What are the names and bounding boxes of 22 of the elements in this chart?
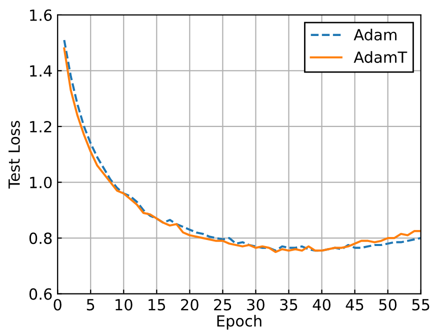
x-tick-label: 55: [412, 299, 430, 311]
x-tick-label: 20: [181, 298, 198, 311]
x-tick-label: 15: [148, 299, 166, 311]
x-tick-label: 40: [312, 298, 330, 311]
y-tick-label: 0.8: [29, 232, 52, 244]
x-tick-label: 30: [247, 298, 264, 311]
y-tick-label: 1.6: [30, 9, 52, 21]
x-tick-label: 45: [346, 299, 364, 311]
x-tick-label: 25: [214, 298, 232, 311]
y-tick-label: 1.2: [30, 120, 52, 132]
y-tick-label: 1.0: [30, 176, 52, 188]
x-tick-label: 50: [379, 298, 397, 311]
x-tick-label: 35: [280, 298, 298, 311]
y-axis-title: Test Loss: [8, 120, 20, 189]
legend-label: Adam: [354, 28, 396, 41]
legend-label: AdamT: [354, 51, 408, 63]
y-tick-label: 1.4: [30, 65, 52, 77]
x-tick-label: 10: [116, 298, 132, 311]
y-tick-label: 0.6: [29, 288, 52, 300]
x-tick-label: 0: [54, 298, 62, 311]
x-tick-label: 5: [86, 299, 94, 311]
x-axis-title: Epoch: [217, 314, 262, 330]
